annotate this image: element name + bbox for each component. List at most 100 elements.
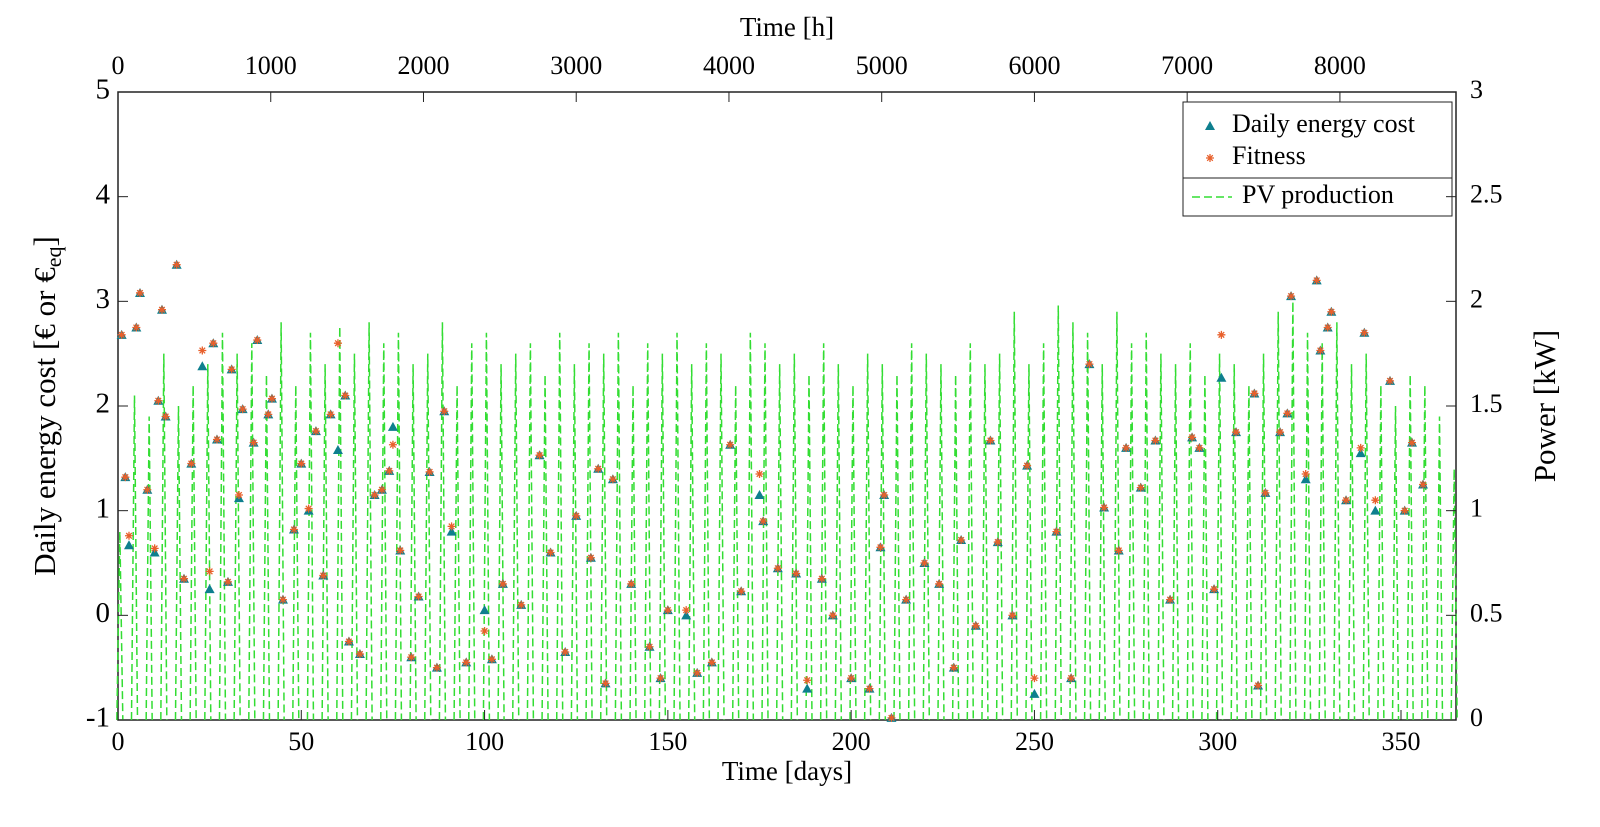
fitness-marker (227, 365, 236, 374)
pv-spike (1245, 385, 1253, 721)
pv-spike (409, 364, 417, 721)
fitness-marker (198, 346, 207, 355)
x2-axis-label: Time [h] (740, 12, 834, 42)
fitness-marker (234, 490, 243, 499)
fitness-marker (1052, 527, 1061, 536)
pv-spike (1421, 385, 1429, 721)
fitness-marker (326, 410, 335, 419)
y-axis-label-part: ] (27, 236, 62, 246)
fitness-marker (682, 606, 691, 615)
pv-spike (731, 385, 740, 721)
fitness-marker (817, 574, 826, 583)
legend-symbol (1205, 121, 1215, 130)
pv-spike (805, 374, 813, 721)
x-tick-label: 150 (648, 727, 687, 756)
pv-spike (614, 332, 623, 721)
fitness-marker (902, 595, 911, 604)
fitness-marker (601, 679, 610, 688)
pv-spike (658, 353, 667, 721)
pv-spike (1333, 322, 1341, 721)
fitness-marker (253, 336, 262, 345)
pv-spike (130, 395, 139, 721)
pv-spike (160, 353, 168, 721)
pv-spike (937, 364, 945, 721)
legend-box (1182, 101, 1453, 217)
pv-spike (1054, 305, 1063, 721)
fitness-marker (594, 464, 603, 473)
x2-tick-label: 0 (112, 51, 125, 80)
x-tick-label: 200 (832, 727, 871, 756)
fitness-marker (161, 412, 170, 421)
fitness-marker (1371, 496, 1380, 505)
pv-spike (893, 374, 901, 721)
fitness-marker (1327, 307, 1336, 316)
x-tick-label: 250 (1015, 727, 1054, 756)
x-tick-label: 50 (288, 727, 314, 756)
marks (116, 259, 1458, 722)
fitness-marker (267, 394, 276, 403)
fitness-marker (1067, 674, 1076, 683)
fitness-marker (187, 459, 196, 468)
y-axis-label: Daily energy cost [€ or €eq] (27, 236, 66, 576)
fitness-marker (414, 592, 423, 601)
y2-tick-label: 0.5 (1470, 598, 1503, 627)
pv-spike (673, 332, 681, 721)
cost-marker (387, 421, 398, 431)
pv-spike (1010, 311, 1019, 721)
x-tick-label: 0 (112, 727, 125, 756)
fitness-marker (385, 466, 394, 475)
fitness-marker (388, 440, 397, 449)
pv-spike (233, 353, 241, 721)
fitness-marker (1210, 585, 1219, 594)
pv-spike (1215, 353, 1224, 721)
pv-spike (204, 364, 212, 721)
fitness-marker (278, 595, 287, 604)
y-axis-label-sub: eq (41, 247, 66, 268)
cost-marker (802, 683, 813, 693)
y-tick-label: 1 (96, 492, 111, 524)
fitness-marker (304, 504, 313, 513)
pv-spike (790, 353, 799, 721)
fitness-marker (121, 473, 130, 482)
x2-tick-label: 1000 (245, 51, 297, 80)
x2-tick-label: 3000 (550, 51, 602, 80)
fitness-marker (425, 467, 434, 476)
fitness-marker (440, 407, 449, 416)
fitness-marker (707, 658, 716, 667)
fitness-marker (154, 396, 163, 405)
fitness-marker (1217, 330, 1226, 339)
pv-spike (951, 374, 960, 721)
fitness-marker (957, 535, 966, 544)
fitness-marker (212, 435, 221, 444)
fitness-marker (1232, 428, 1241, 437)
fitness-marker (333, 339, 342, 348)
legend-symbol (1206, 154, 1214, 162)
fitness-marker (1008, 611, 1017, 620)
fitness-marker (289, 525, 298, 534)
fitness-marker (238, 405, 247, 414)
fitness-marker (1283, 409, 1292, 418)
pv-spike (1289, 301, 1297, 721)
fitness-marker (1316, 346, 1325, 355)
pv-spike (116, 531, 124, 721)
fitness-marker (546, 548, 555, 557)
fitness-marker (1261, 488, 1270, 497)
fitness-marker (1312, 276, 1321, 285)
x2-tick-label: 2000 (397, 51, 449, 80)
fitness-marker (572, 511, 581, 520)
y-tick-label: 5 (96, 74, 111, 106)
pv-spike (1347, 364, 1356, 721)
fitness-marker (370, 490, 379, 499)
pv-spike (262, 374, 271, 721)
y-tick-label: 4 (96, 178, 111, 210)
pv-spike (321, 364, 329, 721)
fitness-marker (608, 475, 617, 484)
fitness-marker (1188, 433, 1197, 442)
x2-tick-label: 6000 (1008, 51, 1060, 80)
fitness-marker (407, 653, 416, 662)
pv-spike (526, 343, 535, 721)
y-axis-label-part: Daily energy cost [€ or € (27, 267, 62, 576)
pv-spike (380, 343, 388, 721)
fitness-marker (487, 655, 496, 664)
fitness-marker (1360, 328, 1369, 337)
